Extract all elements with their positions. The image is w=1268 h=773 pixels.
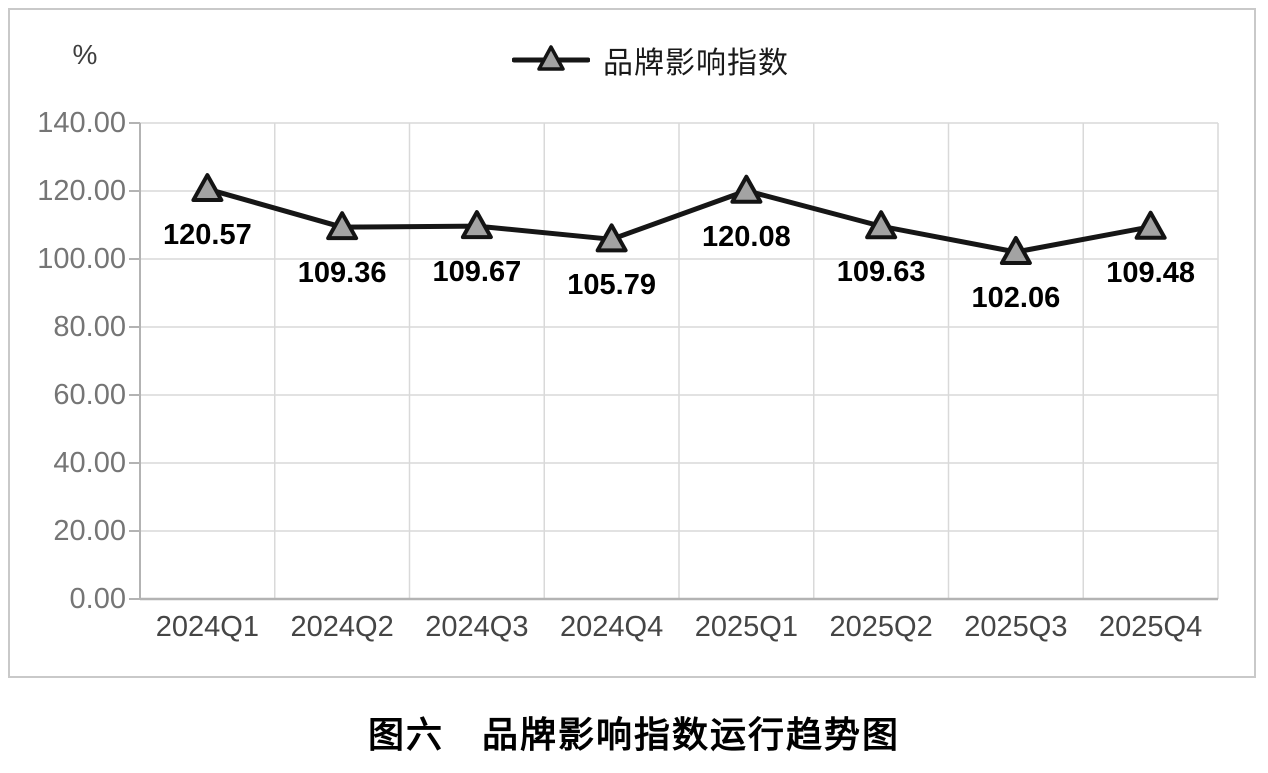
x-axis-tick-label: 2025Q2	[829, 611, 933, 643]
data-point-value-label: 109.63	[836, 256, 926, 289]
y-axis-tick-label: 120.00	[37, 175, 126, 207]
data-point-marker	[865, 210, 898, 240]
x-axis-tick-label: 2024Q3	[425, 611, 529, 643]
data-point-value-label: 109.36	[297, 257, 387, 290]
data-point-value-label: 109.48	[1106, 256, 1195, 289]
y-axis-tick-label: 40.00	[53, 447, 126, 479]
x-axis-tick-label: 2025Q3	[964, 611, 1068, 643]
data-point-marker	[999, 235, 1032, 265]
y-axis-tick-label: 60.00	[53, 379, 126, 411]
data-point-value-label: 105.79	[567, 269, 656, 302]
data-point-marker	[595, 223, 628, 253]
x-axis-tick-label: 2025Q1	[694, 611, 798, 643]
y-axis-tick-label: 100.00	[37, 243, 126, 275]
series-line	[204, 186, 1154, 255]
y-axis-tick-label: 0.00	[69, 583, 126, 615]
legend-series-label: 品牌影响指数	[603, 47, 789, 80]
data-point-value-label: 120.57	[163, 219, 252, 252]
data-point-marker	[460, 210, 493, 240]
data-point-value-label: 102.06	[971, 281, 1061, 314]
x-axis-tick-label: 2024Q1	[155, 611, 259, 643]
chart-caption: 图六 品牌影响指数运行趋势图	[367, 714, 900, 756]
data-point-value-label: 120.08	[702, 220, 791, 253]
legend-triangle-marker-icon	[512, 45, 590, 71]
chart-border-frame	[8, 8, 1256, 678]
y-axis-tick-label: 140.00	[37, 107, 126, 139]
data-point-value-label: 109.67	[432, 256, 522, 289]
x-axis-tick-label: 2024Q2	[290, 611, 394, 643]
data-point-marker	[1134, 210, 1167, 240]
y-axis-tick-label: 80.00	[53, 311, 126, 343]
legend-triangle	[537, 45, 565, 71]
legend: 品牌影响指数	[512, 40, 789, 80]
data-point-marker	[730, 174, 763, 204]
x-axis-tick-label: 2025Q4	[1099, 611, 1203, 643]
x-axis-tick-label: 2024Q4	[560, 611, 664, 643]
data-point-marker	[326, 211, 359, 241]
y-axis-tick-label: 20.00	[53, 515, 126, 547]
data-point-marker	[191, 173, 224, 203]
y-axis-unit-label: %	[72, 39, 98, 70]
